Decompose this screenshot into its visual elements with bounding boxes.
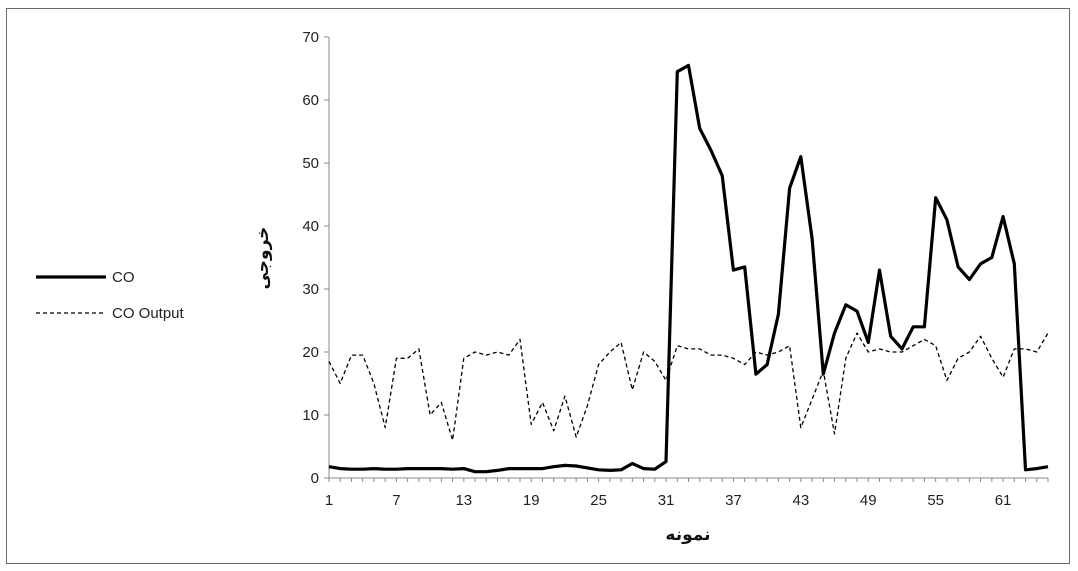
x-axis: 1 7 13 19 25 31 37 43 49 55 61 xyxy=(325,477,1049,509)
y-tick-label: 30 xyxy=(302,281,319,298)
x-tick-label: 1 xyxy=(325,492,333,509)
x-tick-label: 49 xyxy=(860,492,877,509)
series-co-output-line xyxy=(328,332,1049,441)
y-tick-label: 10 xyxy=(302,407,319,424)
x-tick-label: 7 xyxy=(392,492,400,509)
x-tick-label: 19 xyxy=(523,492,540,509)
legend-label-co-output: CO Output xyxy=(112,305,185,322)
x-tick-label: 25 xyxy=(590,492,607,509)
y-axis-title: خروجی xyxy=(253,227,273,290)
x-tick-label: 13 xyxy=(455,492,472,509)
x-tick-label: 37 xyxy=(725,492,742,509)
y-tick-label: 0 xyxy=(311,470,319,487)
legend-label-co: CO xyxy=(112,269,135,286)
x-axis-title: نمونه xyxy=(665,525,710,545)
legend: CO CO Output xyxy=(36,269,185,322)
series-co-line xyxy=(328,63,1049,474)
series-layer xyxy=(328,63,1049,474)
y-axis: 0 10 20 30 40 50 60 70 xyxy=(302,29,330,487)
chart-frame xyxy=(6,8,1070,564)
y-tick-label: 50 xyxy=(302,155,319,172)
y-tick-label: 60 xyxy=(302,92,319,109)
y-tick-label: 40 xyxy=(302,218,319,235)
x-tick-label: 55 xyxy=(927,492,944,509)
x-tick-label: 43 xyxy=(793,492,810,509)
x-tick-label: 31 xyxy=(658,492,675,509)
y-tick-label: 70 xyxy=(302,29,319,46)
x-tick-label: 61 xyxy=(995,492,1012,509)
y-tick-label: 20 xyxy=(302,344,319,361)
